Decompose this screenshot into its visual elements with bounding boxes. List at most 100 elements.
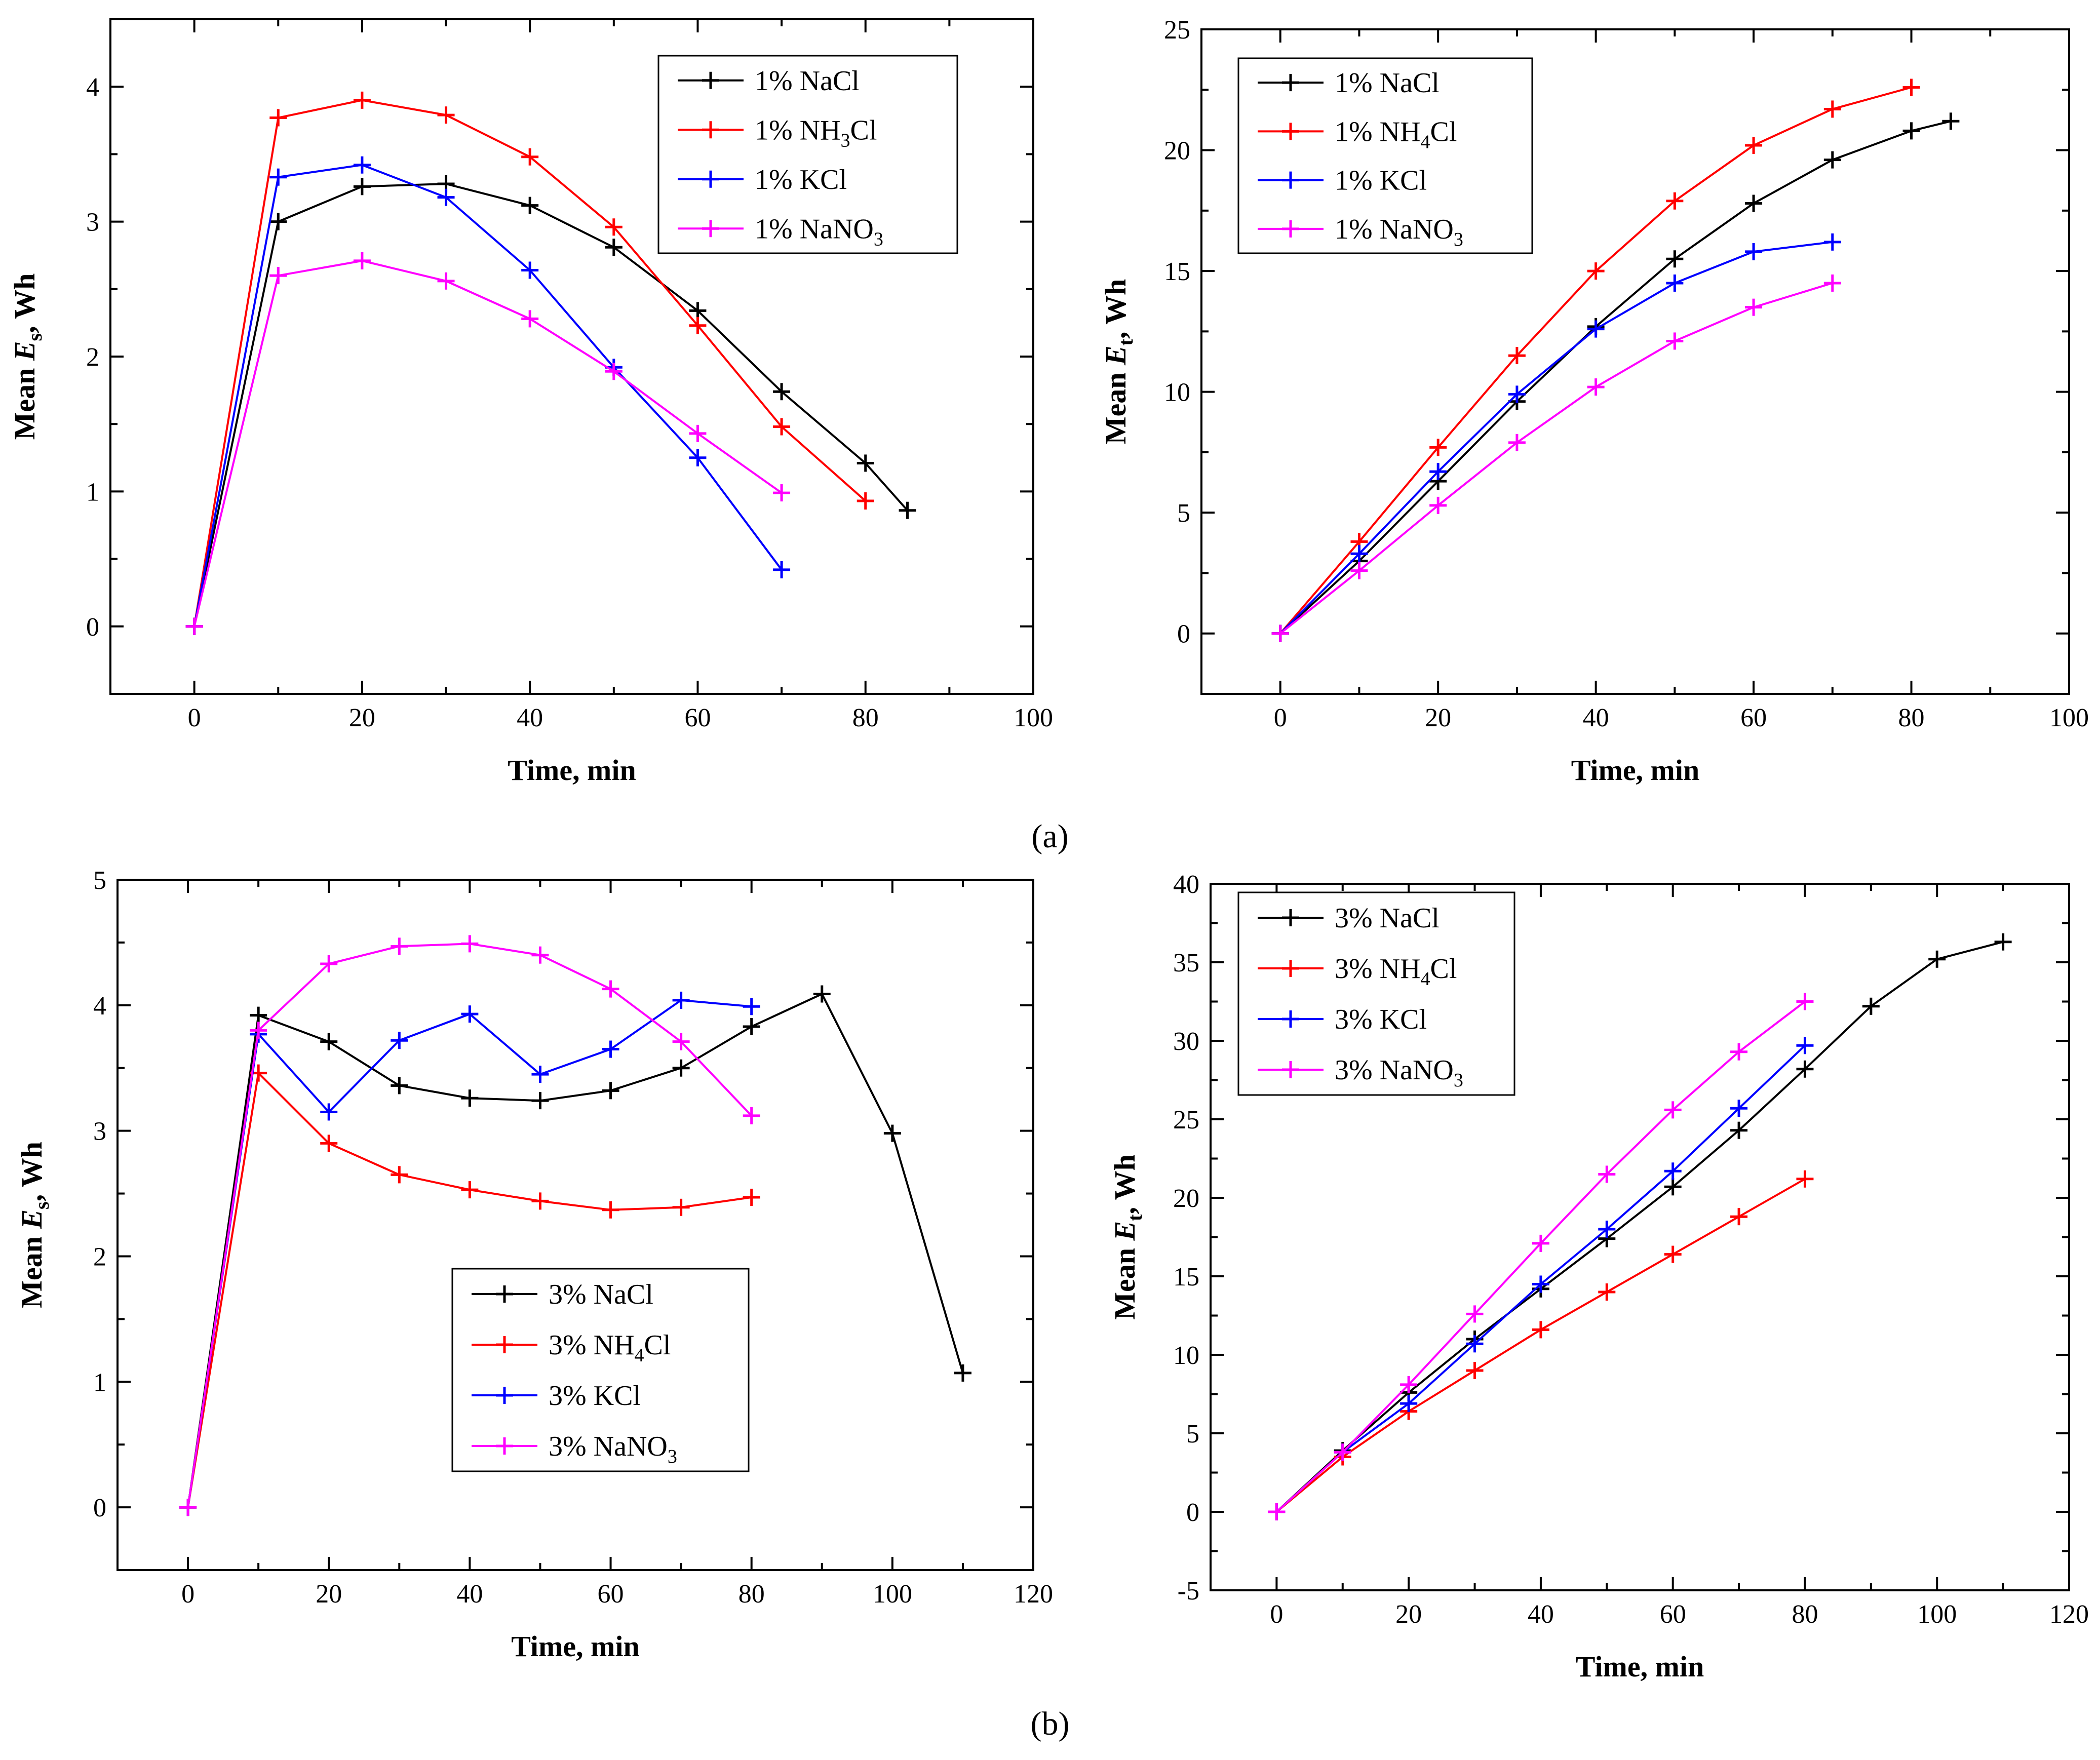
y-tick-label: 2 bbox=[86, 343, 99, 372]
x-tick-label: 20 bbox=[1425, 703, 1451, 732]
data-point bbox=[320, 1135, 338, 1152]
x-tick-label: 100 bbox=[1917, 1600, 1957, 1629]
data-point bbox=[1664, 1245, 1682, 1263]
data-point bbox=[521, 261, 539, 279]
data-point bbox=[269, 267, 287, 285]
x-axis-title: Time, min bbox=[1571, 754, 1700, 787]
data-point bbox=[353, 91, 371, 109]
x-tick-label: 80 bbox=[738, 1580, 765, 1609]
legend-item: 3% NaCl bbox=[1258, 903, 1440, 934]
x-tick-label: 80 bbox=[852, 703, 879, 732]
series-line bbox=[1279, 241, 1833, 635]
data-point bbox=[250, 1022, 267, 1039]
y-tick-label: 15 bbox=[1173, 1263, 1199, 1292]
data-point bbox=[1350, 545, 1368, 563]
data-point bbox=[521, 310, 539, 328]
data-point bbox=[1666, 274, 1684, 292]
data-point bbox=[391, 1077, 408, 1094]
legend: 1% NaCl 1% NH4Cl 1% KCl 1% NaNO3 bbox=[1237, 57, 1533, 254]
data-point bbox=[1796, 1037, 1814, 1054]
series-line bbox=[193, 164, 783, 627]
y-tick-label: 4 bbox=[86, 73, 99, 102]
data-point bbox=[1400, 1395, 1418, 1413]
data-point bbox=[1664, 1178, 1682, 1196]
data-point bbox=[689, 449, 707, 466]
series-line bbox=[193, 182, 908, 627]
legend-box bbox=[451, 1268, 750, 1472]
legend-label: 1% NaNO3 bbox=[755, 213, 883, 250]
data-point bbox=[320, 955, 338, 973]
data-point bbox=[773, 484, 791, 502]
chart-a-left: 0 20 40 60 80 100 0 1 2 3 4 Time, min Mean Es, Wh 1% … bbox=[8, 18, 1053, 787]
y-tick-label: 2 bbox=[93, 1242, 106, 1271]
data-point bbox=[269, 213, 287, 230]
series-3-nano3 bbox=[179, 935, 760, 1516]
y-tick-label: 20 bbox=[1173, 1184, 1199, 1213]
x-axis-title: Time, min bbox=[1576, 1650, 1704, 1683]
x-tick-label: 0 bbox=[1270, 1600, 1283, 1629]
data-point bbox=[461, 1089, 479, 1107]
legend-label: 3% NaNO3 bbox=[549, 1431, 677, 1467]
data-point bbox=[353, 252, 371, 269]
x-tick-label: 100 bbox=[1014, 703, 1053, 732]
data-point bbox=[1271, 624, 1289, 642]
y-tick-label: 1 bbox=[93, 1368, 106, 1397]
data-point bbox=[1666, 332, 1684, 350]
x-tick-label: 40 bbox=[456, 1580, 483, 1609]
x-tick-label: 60 bbox=[1740, 703, 1767, 732]
data-point bbox=[773, 561, 791, 578]
data-point bbox=[1902, 122, 1920, 140]
series-1-nano3 bbox=[1271, 274, 1841, 642]
data-point bbox=[179, 1499, 197, 1516]
series-line bbox=[1276, 941, 2004, 1513]
data-point bbox=[672, 1033, 690, 1050]
data-point bbox=[773, 383, 791, 401]
data-point bbox=[1823, 151, 1841, 169]
y-tick-label: 35 bbox=[1173, 949, 1199, 977]
legend-label: 3% NH4Cl bbox=[549, 1329, 671, 1366]
legend-label: 1% NaCl bbox=[1335, 67, 1440, 99]
y-tick-label: 20 bbox=[1164, 137, 1190, 166]
x-tick-label: 40 bbox=[517, 703, 543, 732]
legend-box bbox=[1237, 57, 1533, 254]
series-3-nano3 bbox=[1268, 993, 1814, 1520]
data-point bbox=[1466, 1362, 1484, 1379]
x-tick-label: 60 bbox=[598, 1580, 624, 1609]
legend-item: 3% NaNO3 bbox=[472, 1431, 677, 1467]
x-tick-label: 20 bbox=[316, 1580, 342, 1609]
data-point bbox=[521, 148, 539, 166]
plot-frame bbox=[116, 879, 1034, 1571]
legend-item: 3% KCl bbox=[472, 1380, 641, 1412]
y-tick-label: 5 bbox=[1177, 499, 1190, 528]
data-point bbox=[1429, 496, 1447, 514]
x-tick-label: 60 bbox=[684, 703, 711, 732]
data-point bbox=[1823, 233, 1841, 251]
series-line bbox=[187, 992, 964, 1508]
data-point bbox=[1532, 1234, 1549, 1252]
plot-frame bbox=[1200, 28, 2070, 695]
data-point bbox=[1823, 274, 1841, 292]
legend-label: 3% NH4Cl bbox=[1335, 953, 1457, 990]
chart-b-left: 0 20 40 60 80 100 120 0 1 2 3 4 5 Time, min Mean Es, W… bbox=[15, 866, 1053, 1663]
legend: 3% NaCl 3% NH4Cl 3% KCl 3% NaNO3 bbox=[1237, 891, 1515, 1096]
legend-label: 3% KCl bbox=[549, 1380, 641, 1412]
y-tick-label: 0 bbox=[93, 1494, 106, 1522]
y-axis-title: Mean Es, Wh bbox=[8, 273, 46, 440]
data-point bbox=[1532, 1275, 1549, 1293]
y-tick-label: 3 bbox=[86, 208, 99, 237]
data-point bbox=[1730, 1043, 1748, 1061]
data-point bbox=[672, 1059, 690, 1077]
data-point bbox=[1598, 1221, 1616, 1238]
data-point bbox=[531, 1192, 549, 1210]
data-point bbox=[1532, 1321, 1549, 1339]
data-point bbox=[1508, 347, 1526, 365]
data-point bbox=[1928, 950, 1946, 968]
data-point bbox=[857, 454, 874, 472]
data-point bbox=[602, 980, 619, 998]
data-point bbox=[1796, 1060, 1814, 1078]
data-point bbox=[1862, 997, 1880, 1015]
legend-item: 1% NaNO3 bbox=[1258, 214, 1463, 250]
y-axis-title: Mean Et, Wh bbox=[1108, 1154, 1146, 1319]
data-point bbox=[773, 418, 791, 436]
